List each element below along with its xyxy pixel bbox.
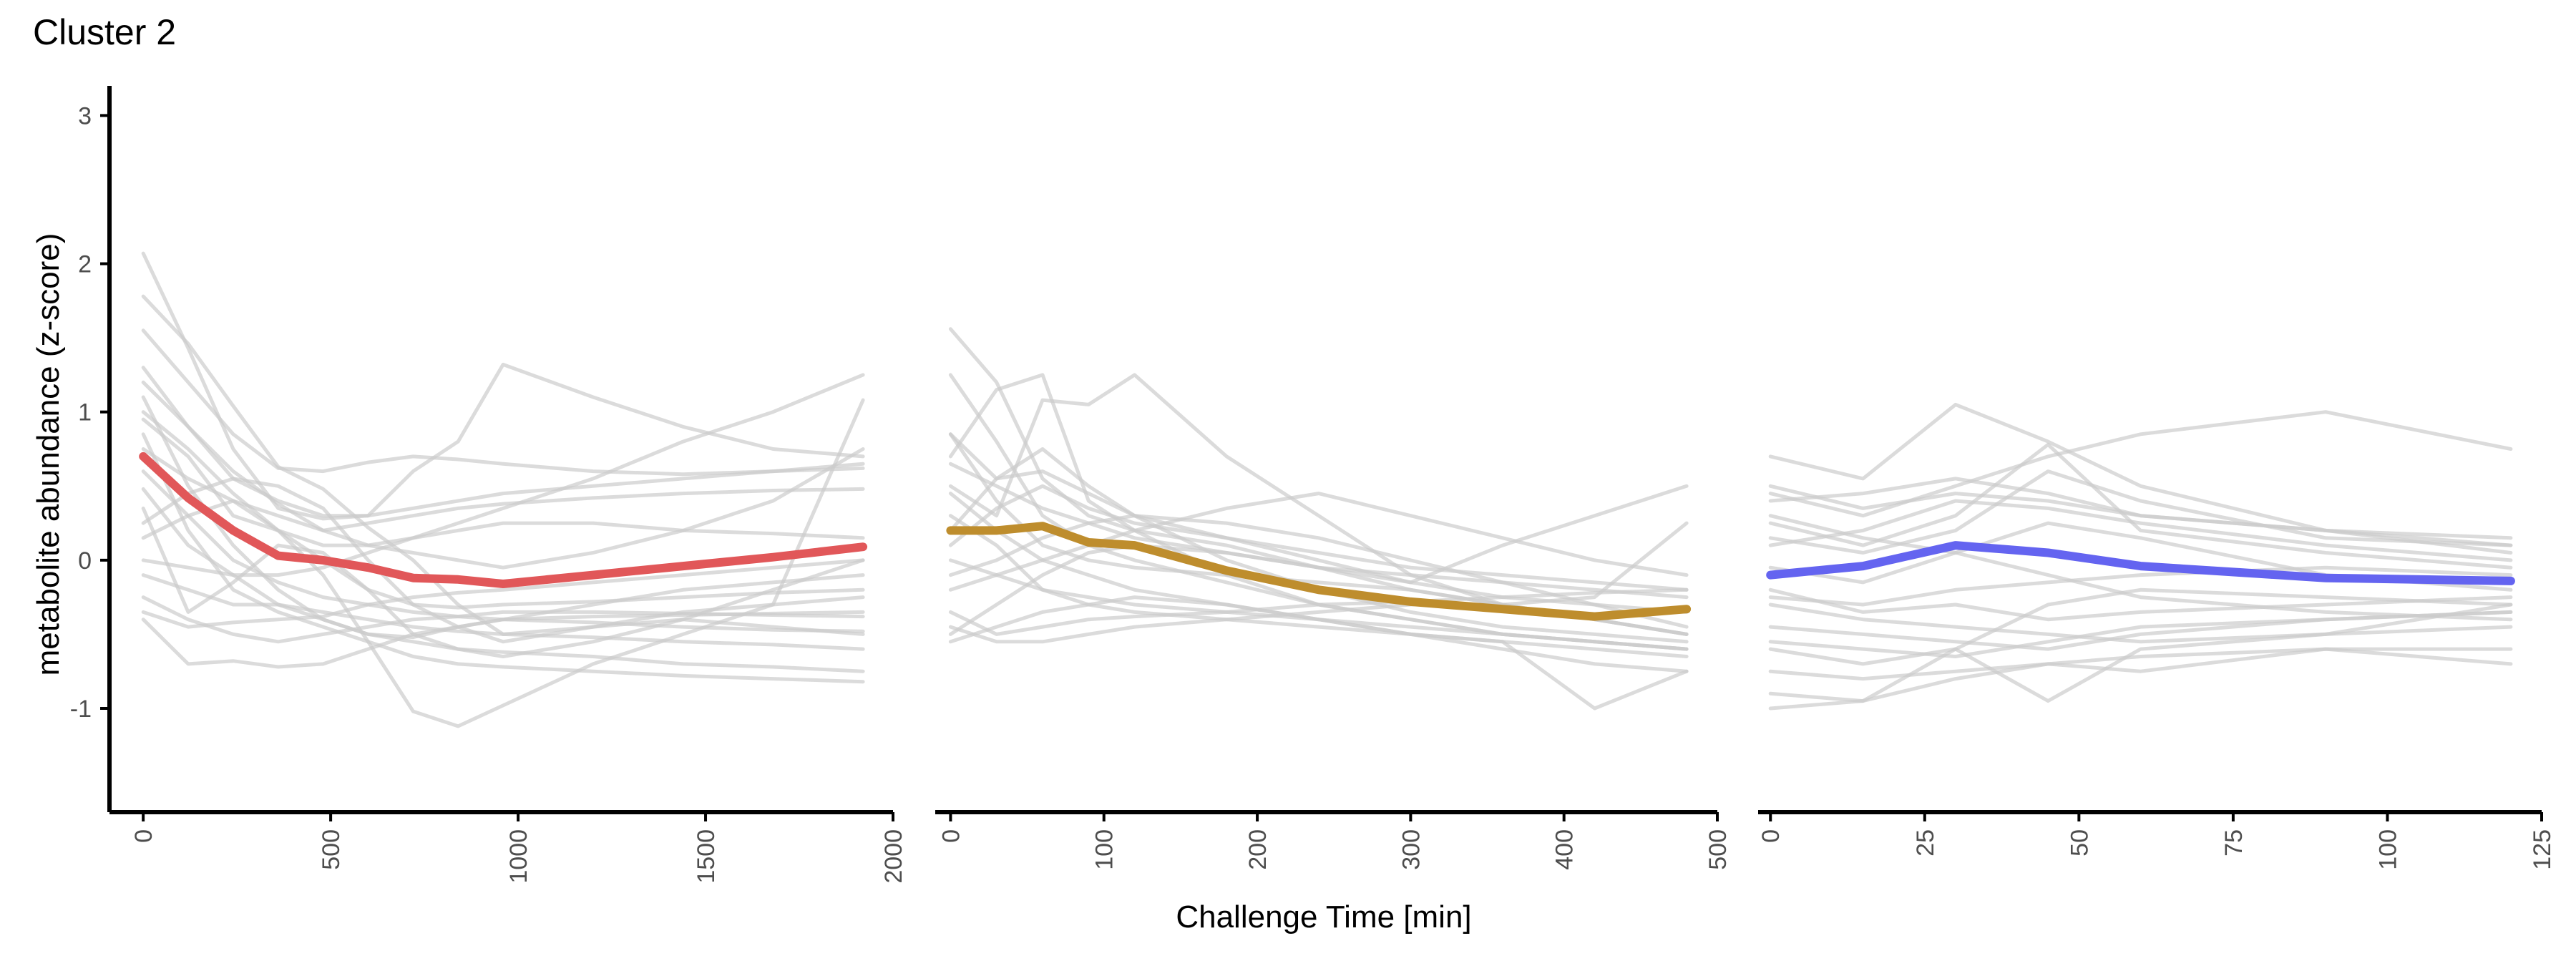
x-tick-label: 500 bbox=[318, 829, 345, 870]
x-tick-label: 1500 bbox=[693, 829, 720, 884]
chart-title: Cluster 2 bbox=[33, 12, 176, 52]
x-tick-label: 0 bbox=[130, 829, 157, 843]
x-tick-label: 300 bbox=[1397, 829, 1425, 870]
x-tick-label: 400 bbox=[1551, 829, 1579, 870]
y-axis: -1 0 1 2 3 bbox=[70, 86, 112, 812]
x-tick-label: 1000 bbox=[505, 829, 532, 884]
metabolite-line bbox=[141, 410, 865, 570]
metabolite-line bbox=[948, 521, 1689, 644]
metabolite-line bbox=[948, 432, 1689, 644]
x-tick-label: 500 bbox=[1704, 829, 1732, 870]
metabolite-line bbox=[141, 432, 865, 684]
x-tick-label: 2000 bbox=[880, 829, 907, 884]
x-axis-title: Challenge Time [min] bbox=[1176, 899, 1471, 935]
mean-line bbox=[139, 452, 868, 588]
metabolite-line bbox=[1768, 565, 2513, 607]
y-tick-label: 0 bbox=[78, 547, 92, 575]
mean-line bbox=[1766, 541, 2515, 585]
metabolite-line bbox=[141, 610, 865, 669]
metabolite-line bbox=[141, 573, 865, 651]
x-tick-label: 50 bbox=[2066, 829, 2093, 857]
metabolite-line bbox=[141, 558, 865, 629]
metabolite-line bbox=[1768, 442, 2513, 570]
panel-3: 0 25 50 75 100 125 bbox=[1757, 402, 2556, 870]
metabolite-line bbox=[1768, 410, 2513, 518]
y-tick-label: 3 bbox=[78, 102, 92, 130]
metabolite-line bbox=[141, 328, 865, 477]
metabolite-line bbox=[141, 251, 865, 521]
x-tick-label: 0 bbox=[937, 829, 965, 843]
x-tick-label: 75 bbox=[2220, 829, 2248, 857]
panel-2: 0 100 200 300 400 500 bbox=[935, 327, 1732, 870]
metabolite-line bbox=[1768, 610, 2513, 658]
metabolite-line bbox=[1768, 484, 2513, 540]
x-tick-label: 200 bbox=[1244, 829, 1272, 870]
x-tick-label: 0 bbox=[1757, 829, 1785, 843]
y-axis-title: metabolite abundance (z-score) bbox=[31, 233, 66, 676]
metabolite-line bbox=[948, 514, 1689, 629]
metabolite-line bbox=[948, 469, 1689, 592]
metabolite-line bbox=[1768, 499, 2513, 562]
metabolite-line bbox=[141, 469, 865, 633]
metabolite-line bbox=[1768, 587, 2513, 622]
x-tick-label: 100 bbox=[2374, 829, 2401, 870]
metabolite-line bbox=[1768, 587, 2513, 711]
metabolite-line bbox=[141, 366, 865, 518]
metabolite-line bbox=[948, 462, 1689, 600]
y-tick-label: -1 bbox=[70, 696, 92, 723]
metabolite-line bbox=[141, 447, 865, 532]
metabolite-line bbox=[948, 595, 1689, 658]
metabolite-line bbox=[1768, 647, 2513, 703]
metabolite-line bbox=[1768, 469, 2513, 555]
x-tick-label: 100 bbox=[1091, 829, 1118, 870]
metabolite-line bbox=[948, 587, 1689, 636]
metabolite-line bbox=[1768, 477, 2513, 547]
metabolite-line bbox=[1768, 514, 2513, 622]
panel-1: 0 500 1000 1500 2000 bbox=[109, 251, 907, 884]
x-tick-label: 25 bbox=[1912, 829, 1939, 857]
panels: 0 500 1000 1500 2000 0 100 200 300 400 500 0 25 50 75 1… bbox=[109, 251, 2556, 884]
metabolite-line bbox=[1768, 602, 2513, 703]
metabolite-line bbox=[141, 398, 865, 728]
mean-line bbox=[946, 522, 1692, 621]
metabolite-line bbox=[948, 492, 1689, 592]
x-tick-label: 125 bbox=[2529, 829, 2556, 870]
y-tick-label: 1 bbox=[78, 399, 92, 426]
y-tick-label: 2 bbox=[78, 251, 92, 278]
metabolite-line bbox=[141, 395, 865, 640]
